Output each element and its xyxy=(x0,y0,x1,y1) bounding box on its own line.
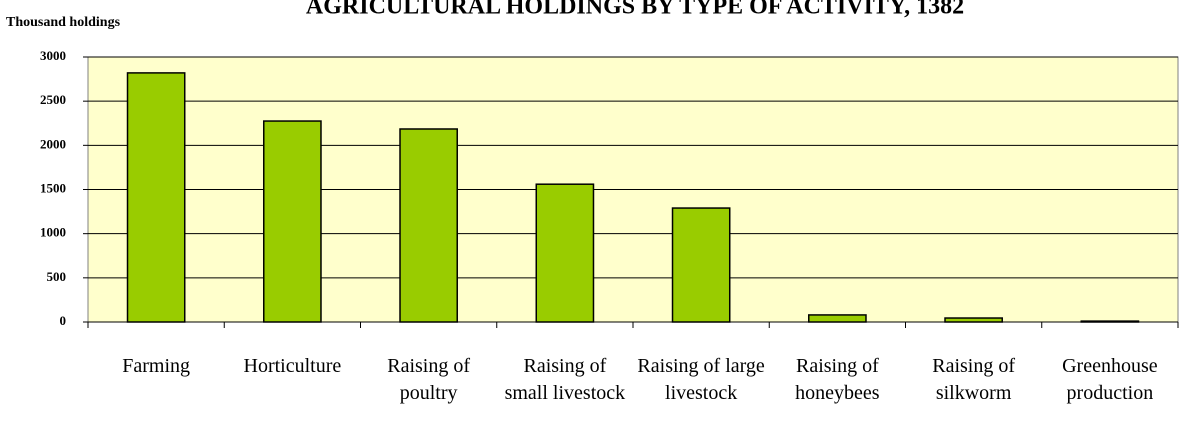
x-tick-label: Raising of small livestock xyxy=(505,355,626,404)
bar xyxy=(399,128,458,323)
y-tick-label: 2500 xyxy=(40,92,66,107)
chart-title: AGRICULTURAL HOLDINGS BY TYPE OF ACTIVIT… xyxy=(306,0,964,20)
bar xyxy=(535,183,595,323)
x-tick-label: Raising of poultry xyxy=(387,355,470,404)
x-tick-label: Raising of large livestock xyxy=(637,355,765,404)
bar xyxy=(263,120,322,323)
x-tick-label: Greenhouse production xyxy=(1062,355,1158,404)
x-tick-label: Raising of silkworm xyxy=(932,355,1015,404)
x-tick-label: Farming xyxy=(122,355,190,377)
y-tick-label: 500 xyxy=(47,269,67,284)
x-tick-label: Raising of honeybees xyxy=(795,355,880,404)
y-axis-label: Thousand holdings xyxy=(6,15,121,30)
bar xyxy=(671,207,731,323)
bar xyxy=(808,314,867,323)
x-tick-label: Horticulture xyxy=(244,355,342,377)
y-tick-label: 1500 xyxy=(40,180,66,195)
y-tick-label: 3000 xyxy=(40,48,66,63)
y-tick-label: 1000 xyxy=(40,225,66,240)
y-tick-label: 2000 xyxy=(40,136,66,151)
bar xyxy=(126,72,186,323)
y-tick-label: 0 xyxy=(60,313,67,328)
bar xyxy=(944,317,1003,323)
